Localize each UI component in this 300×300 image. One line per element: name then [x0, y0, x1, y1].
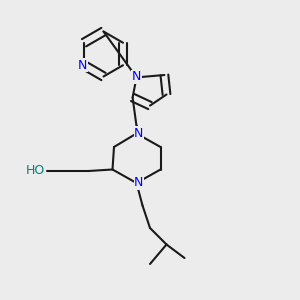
Text: HO: HO	[26, 164, 45, 178]
Text: N: N	[134, 127, 144, 140]
Text: N: N	[78, 59, 87, 72]
Text: N: N	[132, 70, 141, 83]
Text: N: N	[134, 176, 144, 190]
